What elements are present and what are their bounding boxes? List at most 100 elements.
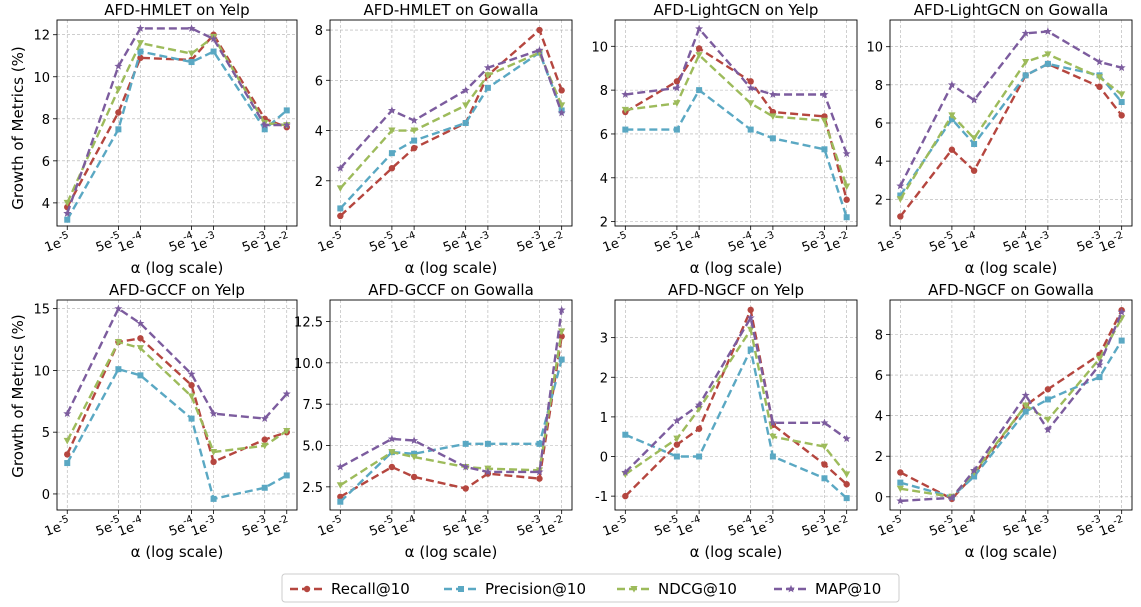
data-point [696,87,703,94]
data-point [557,305,566,314]
y-tick-label: 10 [33,71,50,86]
data-point [411,450,418,457]
data-point [1096,374,1103,381]
y-tick-label: 4 [875,155,883,170]
x-tick-label: 1e-5 [600,514,631,540]
plot-frame [614,299,858,511]
data-point [558,333,565,340]
data-point [483,63,492,72]
data-point [558,328,566,336]
data-point [769,453,776,460]
data-point [461,86,470,94]
data-point [115,109,122,116]
x-tick-label: 5e-3 [239,514,270,540]
x-tick-label: 5e-4 [440,230,471,256]
data-point [462,485,469,492]
x-tick-label: 1e-4 [115,514,146,540]
series-ndcg-at-10 [336,49,566,192]
data-point [821,146,828,153]
y-tick-label: 7.5 [302,398,323,413]
x-tick-label: 1e-5 [315,230,346,256]
series-line [625,53,848,187]
x-tick-label: 1e-2 [536,230,567,256]
subplot-1: 4 6 8 10 12 1e-5 5e-51e-4 5e-41e-3 5e-31e-2 AFD-H… [33,1,298,277]
x-tick-label: 5e-5 [366,514,397,540]
plot-frame [329,19,573,227]
x-tick-label: 1e-3 [747,230,778,256]
series-map-at-10 [621,313,851,476]
data-point [336,462,345,471]
data-point [1044,396,1051,403]
data-point [1044,386,1052,393]
data-point [388,463,396,471]
x-axis-label: α (log scale) [131,259,224,277]
data-point [695,425,703,432]
x-axis-label: α (log scale) [965,259,1058,277]
data-point [535,45,544,54]
y-tick-label: 6 [600,128,608,143]
x-tick-label: 5e-4 [725,230,756,256]
data-point [484,440,491,447]
data-point [137,54,144,62]
data-point [672,83,681,92]
data-point [336,185,344,192]
data-point [535,467,544,476]
legend: Recall@10 Precision@10 NDCG@10 MAP@10 [281,573,900,603]
x-tick-label: 5e-3 [239,230,270,256]
series-line [66,27,287,214]
plot-frame [56,19,298,227]
y-tick-label: 15 [33,303,50,318]
data-point [187,50,196,58]
series-ndcg-at-10 [621,326,851,478]
data-point [261,442,269,450]
data-point [137,335,144,342]
data-point [843,495,850,502]
data-point [114,339,122,346]
data-point [820,418,829,427]
y-tick-label: 10 [33,364,50,379]
y-tick-label: 4 [315,125,323,140]
series-ndcg-at-10 [896,315,1126,501]
data-point [410,116,419,124]
data-point [896,496,905,505]
data-point [970,95,979,104]
data-point [63,209,72,217]
x-tick-label: 5e-4 [440,514,471,540]
subplot-title: AFD-HMLET on Yelp [104,1,249,19]
legend-item-precision-at-10: Precision@10 [444,580,586,598]
data-point [1022,72,1029,79]
subplot-2: 2 4 6 8 1e-5 5e-51e-4 5e-41e-3 5e-31e-2 AFD-HMLE… [315,1,573,277]
data-point [1095,74,1104,81]
x-tick-label: 1e-5 [875,514,906,540]
y-tick-label: 2 [875,193,883,208]
y-tick-label: 3 [600,332,608,347]
data-point [621,106,629,114]
data-point [1118,112,1125,119]
data-point [484,72,492,79]
data-point [695,45,703,52]
x-tick-label: 5e-3 [514,514,545,540]
data-point [1021,391,1030,399]
y-tick-label: 1 [600,411,608,426]
data-point [282,120,291,129]
data-point [387,434,396,443]
data-point [63,199,71,207]
y-tick-label: 8 [315,24,323,39]
x-tick-label: 1e-2 [1096,514,1127,540]
subplot-title: AFD-HMLET on Gowalla [363,1,538,19]
data-point [971,140,978,147]
subplot-title: AFD-GCCF on Yelp [109,281,245,299]
data-point [115,126,122,133]
x-tick-label: 1e-4 [674,514,705,540]
plot-frame [614,19,858,227]
data-point [769,433,777,441]
data-point [1095,57,1104,66]
data-point [188,59,195,66]
y-tick-label: 2.5 [302,481,323,496]
data-point [410,454,418,461]
data-point [622,492,629,500]
data-point [843,214,850,221]
series-precision-at-10 [64,366,290,502]
data-point [1095,360,1104,369]
series-line [66,367,288,501]
